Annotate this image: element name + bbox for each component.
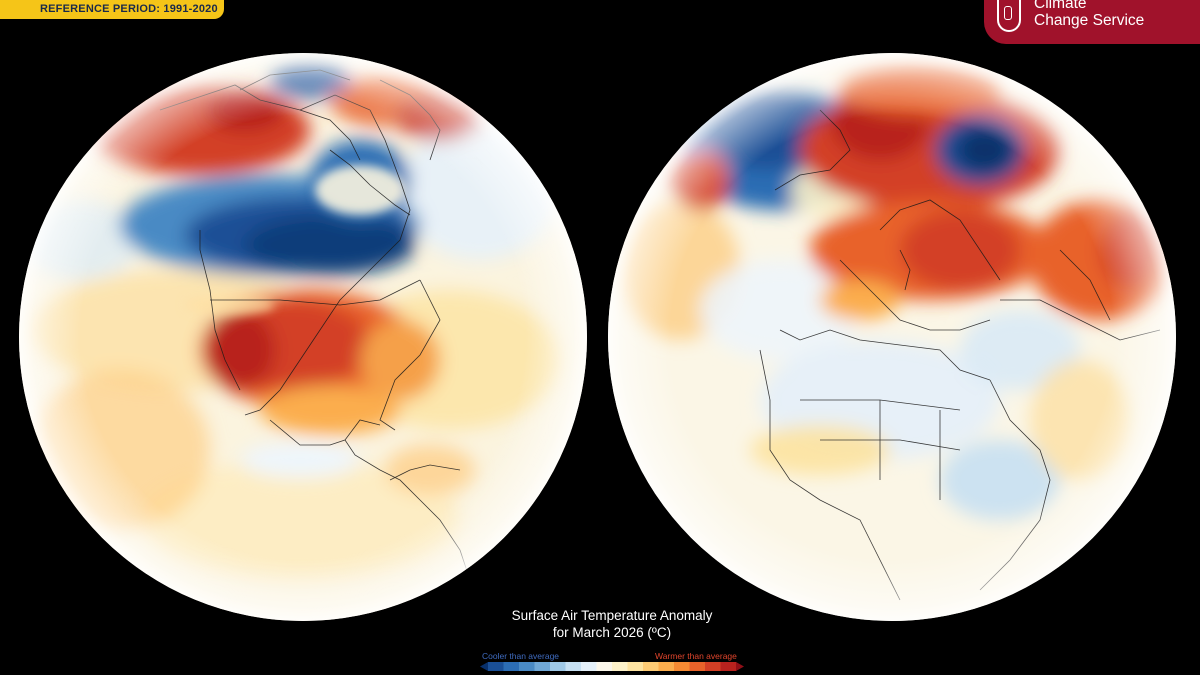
climate-change-service-logo: Climate Change Service xyxy=(984,0,1200,44)
reference-period-text: REFERENCE PERIOD: 1991-2020 xyxy=(40,3,218,15)
north-america-globe xyxy=(19,53,587,621)
colorbar-cool-end xyxy=(480,662,488,671)
reference-period-badge: REFERENCE PERIOD: 1991-2020 xyxy=(0,0,224,19)
colorbar-swatch xyxy=(550,662,566,671)
map-title-line-1: Surface Air Temperature Anomaly xyxy=(511,608,713,623)
colorbar-swatch xyxy=(581,662,597,671)
colorbar-swatch xyxy=(674,662,690,671)
logo-line-1: Climate xyxy=(1034,0,1087,12)
colorbar-swatch xyxy=(612,662,628,671)
temperature-colorbar xyxy=(480,662,744,671)
colorbar-swatch xyxy=(705,662,721,671)
map-title: Surface Air Temperature Anomaly for Marc… xyxy=(460,607,764,641)
colorbar-warm-end xyxy=(736,662,744,671)
colorbar-swatch xyxy=(643,662,659,671)
colorbar-swatch xyxy=(596,662,613,671)
logo-line-2: Change Service xyxy=(1034,12,1145,29)
colorbar-swatch xyxy=(503,662,520,671)
colorbar-swatch xyxy=(519,662,535,671)
colorbar-swatch xyxy=(565,662,582,671)
legend-warm-label: Warmer than average xyxy=(655,651,737,661)
colorbar-swatch xyxy=(627,662,644,671)
logo-text: Climate Change Service xyxy=(1034,0,1144,29)
thermometer-logo-icon xyxy=(997,0,1021,32)
colorbar-swatch xyxy=(488,662,504,671)
colorbar-swatch xyxy=(720,662,737,671)
legend-cool-label: Cooler than average xyxy=(482,651,560,661)
europe-africa-globe xyxy=(608,53,1176,621)
colorbar-swatch xyxy=(534,662,551,671)
colorbar-swatch xyxy=(658,662,675,671)
map-title-line-2: for March 2026 (ºC) xyxy=(552,625,672,640)
colorbar-swatch xyxy=(689,662,706,671)
